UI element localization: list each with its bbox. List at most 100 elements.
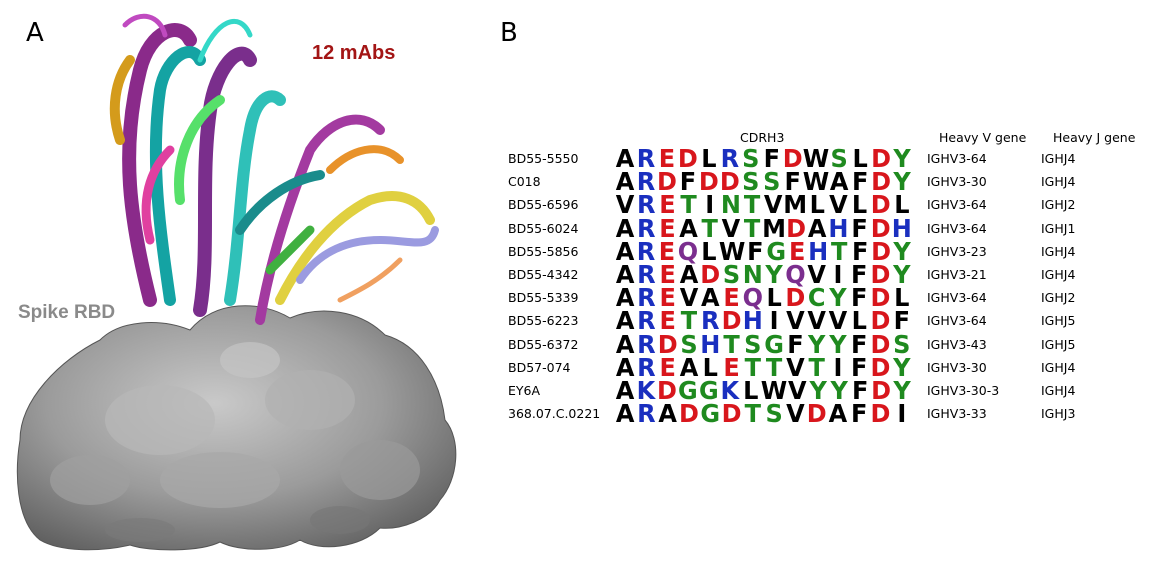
amino-acid-letter: W (802, 143, 830, 174)
amino-acid-letter: Y (893, 375, 910, 406)
panel-a-letter: A (26, 18, 44, 48)
amino-acid-letter: T (744, 352, 761, 382)
amino-acid-letter: R (636, 190, 655, 220)
amino-acid-letter: R (637, 329, 655, 359)
amino-acid-letter: W (760, 375, 788, 406)
amino-acid-letter: V (807, 306, 826, 336)
amino-acid-letter: Y (893, 166, 910, 197)
amino-acid-letter: R (637, 352, 655, 382)
heavy-v-gene: IGHV3-30 (927, 359, 987, 375)
amino-acid-letter: A (658, 398, 677, 429)
amino-acid-letter: V (786, 398, 805, 429)
table-row: BD55-6024 A R E A T V T M D A H F D H IGHV3-64 IGHJ1 (0, 213, 1151, 243)
amino-acid-letter: D (677, 143, 698, 174)
amino-acid-letter: H (742, 306, 763, 336)
amino-acid-letter: S (742, 166, 759, 197)
amino-acid-letter: T (744, 398, 761, 429)
heavy-j-gene: IGHJ4 (1041, 383, 1076, 398)
table-row: BD55-5550 A R E D L R S F D W S L D Y IGHV3-64 IGHJ4 (0, 143, 1151, 174)
heavy-v-gene: IGHV3-64 (927, 313, 987, 329)
amino-acid-letter: A (615, 282, 635, 313)
table-row: C018 A R D F D D S S F W A F D Y IGHV3-30 IGHJ4 (0, 166, 1151, 197)
heavy-j-gene: IGHJ4 (1041, 174, 1076, 190)
amino-acid-letter: G (678, 375, 698, 406)
amino-acid-letter: D (719, 166, 740, 197)
amino-acid-letter: I (769, 306, 779, 336)
amino-acid-letter: D (870, 259, 891, 290)
panel-b-letter: B (500, 18, 518, 48)
amino-acid-letter: E (659, 282, 676, 313)
amino-acid-letter: R (701, 306, 719, 336)
amino-acid-letter: D (870, 352, 891, 382)
amino-acid-letter: F (851, 329, 867, 359)
amino-acid-letter: D (870, 213, 891, 243)
heavy-v-gene: IGHV3-30-3 (927, 383, 1000, 398)
amino-acid-letter: D (870, 306, 891, 336)
amino-acid-letter: D (656, 375, 677, 406)
amino-acid-letter: F (763, 143, 780, 174)
heavy-v-gene: IGHV3-64 (927, 151, 987, 166)
amino-acid-letter: T (808, 352, 824, 382)
amino-acid-letter: V (829, 190, 848, 220)
amino-acid-letter: Y (829, 282, 846, 313)
amino-acid-letter: L (766, 282, 781, 313)
amino-acid-letter: F (747, 236, 763, 266)
amino-acid-letter: D (782, 143, 803, 174)
amino-acid-letter: R (636, 166, 655, 197)
amino-acid-letter: V (721, 213, 741, 243)
amino-acid-letter: F (851, 398, 867, 429)
amino-acid-letter: L (894, 190, 909, 220)
amino-acid-letter: D (871, 375, 891, 406)
antibody-name: EY6A (508, 383, 541, 398)
amino-acid-letter: F (784, 166, 801, 197)
amino-acid-letter: T (680, 190, 696, 220)
amino-acid-letter: I (833, 352, 842, 382)
heavy-v-gene: IGHV3-30 (927, 174, 987, 190)
amino-acid-letter: G (699, 375, 719, 406)
amino-acid-letter: R (636, 236, 655, 266)
amino-acid-letter: D (870, 190, 891, 220)
amino-acid-letter: L (701, 236, 716, 266)
amino-acid-letter: V (786, 352, 805, 382)
amino-acid-letter: F (893, 306, 910, 336)
rbd-surface (16, 305, 457, 551)
amino-acid-letter: N (720, 190, 741, 220)
amino-acid-letter: V (828, 306, 848, 336)
heavy-j-gene: IGHJ5 (1041, 336, 1076, 352)
amino-acid-letter: A (829, 166, 849, 197)
amino-acid-letter: S (722, 259, 740, 290)
amino-acid-letter: I (833, 259, 842, 290)
amino-acid-letter: M (783, 190, 807, 220)
amino-acid-letter: Y (893, 352, 910, 382)
antibody-rbd-structure (16, 13, 457, 551)
amino-acid-letter: Y (765, 259, 782, 290)
amino-acid-letter: R (637, 398, 655, 429)
amino-acid-letter: V (787, 375, 807, 406)
amino-acid-letter: H (700, 329, 720, 359)
amino-acid-letter: D (700, 259, 720, 290)
heavy-j-gene: IGHJ4 (1041, 243, 1076, 259)
heavy-j-gene-header: Heavy J gene (1053, 130, 1136, 145)
amino-acid-letter: A (615, 329, 635, 359)
amino-acid-letter: A (679, 259, 699, 290)
table-row: EY6A A K D G G K L W V Y Y F D Y IGHV3-30-3 IGHJ4 (0, 375, 1151, 406)
amino-acid-letter: D (870, 329, 891, 359)
amino-acid-letter: S (744, 329, 761, 359)
amino-acid-letter: L (702, 352, 718, 382)
amino-acid-letter: E (723, 352, 739, 382)
amino-acid-letter: W (718, 236, 746, 266)
amino-acid-letter: A (615, 352, 635, 382)
amino-acid-letter: K (720, 375, 740, 406)
amino-acid-letter: E (723, 282, 739, 313)
table-row: BD55-6596 V R E T I N T V M L V L D L IGHV3-64 IGHJ2 (0, 190, 1151, 220)
heavy-j-gene: IGHJ4 (1041, 267, 1076, 282)
amino-acid-letter: R (720, 143, 739, 174)
antibody-name: BD55-5550 (508, 151, 579, 166)
amino-acid-letter: D (806, 398, 827, 429)
